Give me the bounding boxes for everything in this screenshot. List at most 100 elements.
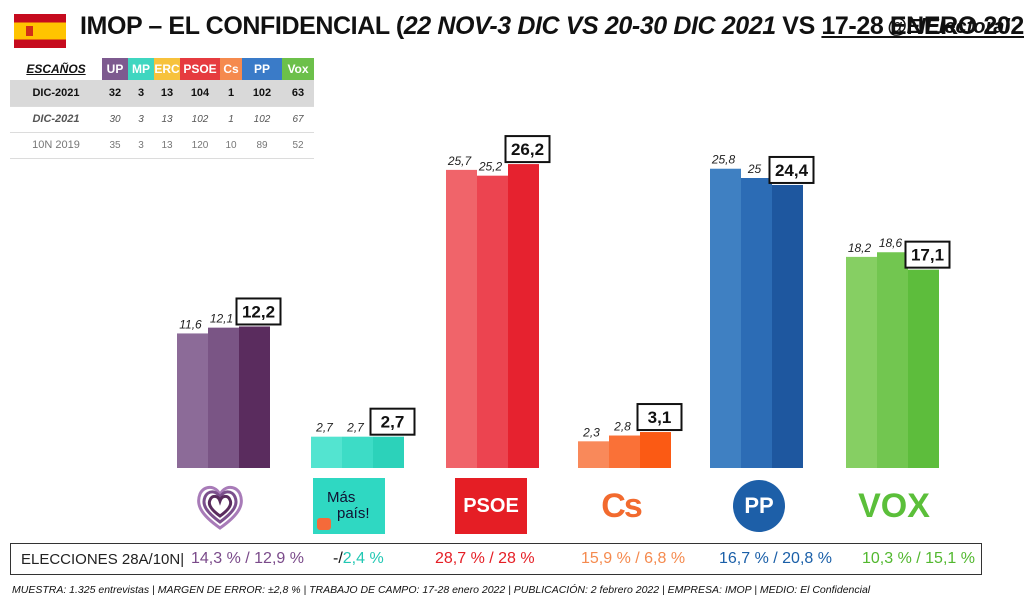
table-cell: 3: [128, 132, 154, 159]
bar-cs-2: [609, 435, 640, 468]
bar-chart: 11,6 12,1 12,2 2,7 2,7 2,7 25,7 25,2 26,2 2,3 2,8 3…: [177, 135, 951, 468]
result-psoe: 28,7 % / 28 %: [435, 550, 535, 567]
table-row: 10N 2019 35 3 13 120 10 89 52: [10, 132, 314, 159]
heart-icon: [197, 485, 243, 530]
seats-label: ESCAÑOS: [10, 58, 102, 80]
data-label: 25,7: [447, 154, 473, 168]
latest-value-box: [768, 155, 815, 184]
table-cell: 13: [154, 80, 180, 107]
latest-value-label: 17,1: [911, 246, 944, 265]
latest-value-label: 12,2: [242, 302, 275, 321]
vox-logo-text: VOX: [858, 486, 930, 525]
cs-logo: Cs: [590, 478, 652, 534]
bar-pp-2: [741, 178, 772, 468]
latest-value-box: [636, 403, 683, 432]
vox-logo: VOX: [852, 478, 936, 534]
table-cell: 1: [220, 106, 242, 133]
party-header-vox: Vox: [282, 58, 314, 80]
result-mas-pais: -/2,4 %: [333, 550, 435, 568]
mas-pais-logo: Más país!: [313, 478, 385, 534]
table-cell: 52: [282, 132, 314, 159]
psoe-logo: PSOE: [455, 478, 527, 534]
table-cell: 102: [180, 106, 220, 133]
data-label: 18,2: [848, 241, 872, 255]
bar-psoe-3: [508, 164, 539, 468]
data-label: 18,6: [879, 236, 903, 250]
spain-flag-icon: [14, 14, 66, 48]
latest-value-box: [235, 297, 282, 326]
table-cell: 1: [220, 80, 242, 107]
result-up: 14,3 % / 12,9 %: [191, 550, 304, 567]
author-handle: @ElElectoral: [887, 16, 1010, 38]
bar-vox-2: [877, 252, 908, 468]
latest-value-label: 26,2: [511, 140, 544, 159]
bar-pp-3: [772, 184, 803, 468]
bar-psoe-2: [477, 175, 508, 468]
latest-value-label: 2,7: [381, 413, 405, 432]
bar-cs-3: [640, 432, 671, 468]
table-cell: 35: [102, 132, 128, 159]
up-heart-logo: [192, 478, 248, 534]
seats-table: ESCAÑOS UP MP ERC PSOE Cs PP Vox DIC-202…: [10, 58, 314, 159]
table-cell: 10: [220, 132, 242, 159]
table-cell: 3: [128, 106, 154, 133]
table-cell: 104: [180, 80, 220, 107]
latest-value-box: [369, 407, 416, 436]
table-row: DIC-2021 32 3 13 104 1 102 63: [10, 80, 314, 107]
latest-value-label: 24,4: [775, 161, 809, 180]
mas-pais-logo-line1: Más: [327, 489, 356, 506]
data-label: 25,2: [478, 160, 503, 174]
results-label: ELECCIONES 28A/10N|: [21, 550, 185, 568]
data-label: 2,7: [346, 421, 365, 435]
table-cell: 63: [282, 80, 314, 107]
pp-circle-icon: PP: [733, 480, 785, 532]
table-cell: 32: [102, 80, 128, 107]
psoe-logo-text: PSOE: [463, 494, 519, 517]
bar-cs-1: [578, 441, 609, 468]
data-label: 25,8: [711, 153, 736, 167]
party-header-mp: MP: [128, 58, 154, 80]
data-label: 2,3: [582, 425, 600, 439]
bar-pp-1: [710, 168, 741, 468]
data-label: 25: [747, 162, 762, 176]
table-cell: 13: [154, 106, 180, 133]
pp-logo-text: PP: [744, 493, 774, 518]
bar-up-2: [208, 327, 239, 468]
party-header-up: UP: [102, 58, 128, 80]
table-cell: 3: [128, 80, 154, 107]
table-row: DIC-2021 30 3 13 102 1 102 67: [10, 106, 314, 133]
data-label: 12,1: [210, 312, 233, 326]
bar-vox-3: [908, 269, 939, 468]
data-label: 2,8: [613, 420, 631, 434]
party-header-erc: ERC: [154, 58, 180, 80]
pp-logo: PP: [728, 478, 790, 534]
table-cell: 120: [180, 132, 220, 159]
party-header-cs: Cs: [220, 58, 242, 80]
party-header-pp: PP: [242, 58, 282, 80]
bar-mspas-2: [342, 436, 373, 468]
table-cell: 30: [102, 106, 128, 133]
table-cell: 102: [242, 80, 282, 107]
result-pp: 16,7 % / 20,8 %: [719, 550, 832, 567]
result-vox: 10,3 % / 15,1 %: [862, 550, 975, 567]
methodology-footer: MUESTRA: 1.325 entrevistas | MARGEN DE E…: [12, 584, 871, 596]
mas-pais-logo-line2: país!: [337, 505, 370, 522]
page-title: IMOP – EL CONFIDENCIAL (22 NOV-3 DIC VS …: [80, 12, 1024, 40]
result-mas-pais-value: 2,4 %: [342, 550, 384, 567]
cs-logo-text: Cs: [601, 486, 642, 525]
bar-up-1: [177, 333, 208, 468]
table-cell: 67: [282, 106, 314, 133]
bar-mspas-3: [373, 436, 404, 468]
latest-value-box: [504, 135, 551, 164]
party-header-psoe: PSOE: [180, 58, 220, 80]
smile-icon: [317, 518, 331, 530]
table-cell: 89: [242, 132, 282, 159]
election-results-bar: ELECCIONES 28A/10N| 14,3 % / 12,9 % -/2,…: [10, 543, 982, 575]
bar-up-3: [239, 326, 270, 468]
latest-value-label: 3,1: [648, 408, 672, 427]
row-label: 10N 2019: [10, 132, 102, 159]
result-mas-pais-prefix: -/: [333, 550, 343, 567]
table-cell: 13: [154, 132, 180, 159]
latest-value-box: [904, 240, 951, 269]
data-label: 2,7: [315, 421, 334, 435]
